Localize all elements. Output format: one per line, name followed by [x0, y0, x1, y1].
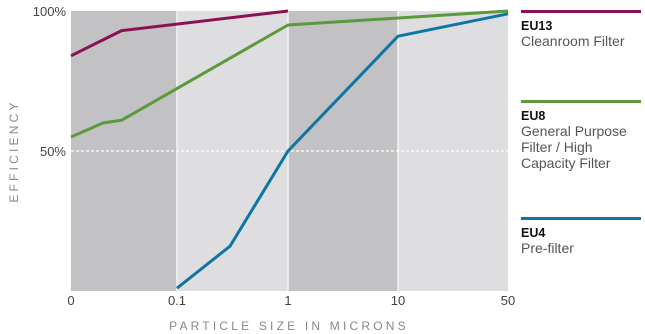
- legend-eu8-code: EU8: [521, 109, 546, 123]
- series-line-eu4: [176, 12, 509, 290]
- x-tick-label: 0.1: [168, 293, 186, 308]
- series-line-eu13: [70, 9, 289, 58]
- x-tick-label: 50: [501, 293, 515, 308]
- y-axis-label: EFFICIENCY: [7, 99, 21, 202]
- x-tick-label: 10: [391, 293, 405, 308]
- legend-eu8-swatch: [521, 100, 641, 103]
- y-tick-label: 50%: [40, 144, 66, 159]
- series-line-eu8: [70, 9, 509, 139]
- legend-eu13: EU13 Cleanroom Filter: [521, 10, 645, 49]
- x-axis-label: PARTICLE SIZE IN MICRONS: [169, 319, 409, 333]
- legend-eu13-code: EU13: [521, 19, 553, 33]
- legend-eu8: EU8 General Purpose Filter / High Capaci…: [521, 100, 645, 171]
- legend-eu4-swatch: [521, 217, 641, 220]
- legend-eu8-desc: General Purpose Filter / High Capacity F…: [521, 123, 627, 171]
- x-tick-label: 1: [284, 293, 291, 308]
- y-tick-label: 100%: [33, 4, 67, 19]
- legend-eu4: EU4 Pre-filter: [521, 217, 645, 256]
- legend-eu4-desc: Pre-filter: [521, 240, 574, 256]
- legend-eu13-swatch: [521, 10, 641, 13]
- legend-eu13-desc: Cleanroom Filter: [521, 33, 625, 49]
- x-tick-label: 0: [67, 293, 74, 308]
- legend-eu4-code: EU4: [521, 226, 546, 240]
